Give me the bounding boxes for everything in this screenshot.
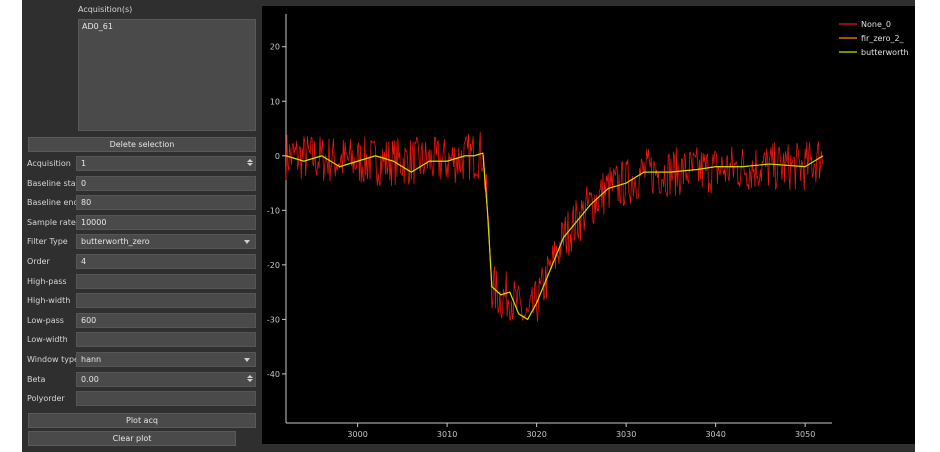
legend-label: None_0 <box>861 20 891 29</box>
delete-selection-button[interactable]: Delete selection <box>28 137 256 152</box>
low-width-field[interactable] <box>76 332 256 347</box>
app-window: Acquisition(s) AD0_61 Delete selection P… <box>22 0 915 452</box>
x-tick-label: 3050 <box>795 430 815 439</box>
baseline-end-field[interactable]: 80 <box>76 195 256 210</box>
signal-chart: 20 10 0 -10 -20 -30 -40 3000 3010 3020 3030 3040 305… <box>267 14 909 439</box>
plot-area[interactable]: 20 10 0 -10 -20 -30 -40 3000 3010 3020 3030 3040 305… <box>262 6 915 444</box>
filter-type-value: butterworth_zero <box>81 237 150 246</box>
filter-type-select[interactable]: butterworth_zero <box>76 234 256 249</box>
order-label: Order <box>27 257 50 266</box>
x-tick-label: 3010 <box>437 430 457 439</box>
acquisition-label: Acquisition <box>27 159 71 168</box>
high-width-field[interactable] <box>76 293 256 308</box>
legend-label: butterworth <box>861 48 909 57</box>
beta-value: 0.00 <box>81 375 99 384</box>
low-pass-value: 600 <box>81 316 97 325</box>
series-line-1 <box>285 152 824 320</box>
legend-label: fir_zero_2_ <box>861 34 905 43</box>
acquisitions-label: Acquisition(s) <box>78 5 133 14</box>
series-line-0 <box>285 131 824 322</box>
baseline-end-value: 80 <box>81 198 92 207</box>
y-tick-label: 20 <box>270 43 280 52</box>
list-item[interactable]: AD0_61 <box>82 22 113 31</box>
order-value: 4 <box>81 257 87 266</box>
beta-spinbox[interactable]: 0.00 <box>76 372 256 387</box>
chevron-down-icon[interactable] <box>244 240 250 244</box>
window-type-select[interactable]: hann <box>76 352 256 367</box>
high-width-label: High-width <box>27 296 71 305</box>
acquisition-spinbox[interactable]: 1 <box>76 156 256 171</box>
low-pass-field[interactable]: 600 <box>76 313 256 328</box>
baseline-end-label: Baseline end <box>27 198 79 207</box>
y-tick-label: 10 <box>270 97 280 106</box>
low-pass-label: Low-pass <box>27 316 64 325</box>
polyorder-label: Polyorder <box>27 394 65 403</box>
chevron-down-icon[interactable] <box>244 358 250 362</box>
x-tick-label: 3020 <box>526 430 546 439</box>
baseline-start-label: Baseline start <box>27 179 83 188</box>
high-pass-label: High-pass <box>27 277 67 286</box>
y-tick-label: -40 <box>267 370 280 379</box>
baseline-start-value: 0 <box>81 179 87 188</box>
polyorder-field[interactable] <box>76 391 256 406</box>
high-pass-field[interactable] <box>76 274 256 289</box>
y-tick-label: -10 <box>267 206 280 215</box>
sample-rate-value: 10000 <box>81 218 107 227</box>
beta-label: Beta <box>27 375 46 384</box>
clear-plot-button[interactable]: Clear plot <box>28 431 236 446</box>
order-field[interactable]: 4 <box>76 254 256 269</box>
y-tick-label: 0 <box>275 152 280 161</box>
spin-arrows-icon[interactable] <box>246 374 254 385</box>
x-tick-label: 3040 <box>705 430 725 439</box>
x-tick-label: 3000 <box>347 430 367 439</box>
x-tick-label: 3030 <box>616 430 636 439</box>
sample-rate-field[interactable]: 10000 <box>76 215 256 230</box>
low-width-label: Low-width <box>27 335 68 344</box>
sample-rate-label: Sample rate <box>27 218 76 227</box>
y-tick-label: -30 <box>267 315 280 324</box>
spin-arrows-icon[interactable] <box>246 158 254 169</box>
acquisition-value: 1 <box>81 159 87 168</box>
plot-acq-button[interactable]: Plot acq <box>28 413 256 428</box>
filter-type-label: Filter Type <box>27 237 68 246</box>
window-type-value: hann <box>81 355 102 364</box>
y-tick-label: -20 <box>267 261 280 270</box>
window-type-label: Window type <box>27 355 79 364</box>
baseline-start-field[interactable]: 0 <box>76 176 256 191</box>
acquisition-list[interactable]: AD0_61 <box>78 19 256 131</box>
series-line-2 <box>285 152 824 320</box>
